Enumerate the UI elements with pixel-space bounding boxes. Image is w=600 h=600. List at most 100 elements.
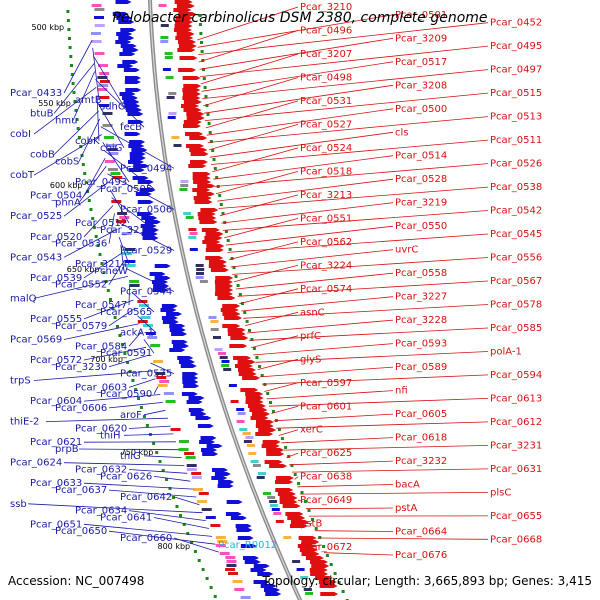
gene-label-left: Pcar_0634 (75, 506, 127, 517)
gene-label-left: Pcar_0512 (75, 218, 127, 229)
tick-dot (75, 118, 79, 121)
gene-block-left (156, 376, 167, 379)
tick-dot (280, 437, 284, 440)
leader-line-left (143, 339, 155, 354)
leader-line-right (214, 163, 489, 187)
leader-line-left (173, 537, 219, 553)
reverse-gene-glyph (177, 356, 194, 360)
reverse-gene-glyph (183, 384, 200, 388)
reverse-gene-glyph (235, 524, 252, 528)
reverse-gene-glyph (182, 380, 199, 384)
leader-line-right (206, 108, 394, 136)
tick-dot (337, 581, 341, 584)
forward-gene-glyph (189, 136, 208, 140)
leader-line-right (239, 288, 299, 305)
gene-block-right (221, 360, 230, 363)
leader-line-left (45, 417, 168, 422)
gene-block-left (232, 580, 243, 583)
forward-gene-glyph (255, 420, 274, 424)
reverse-gene-glyph (142, 228, 159, 232)
leader-line-right (199, 37, 394, 70)
gene-block-left (137, 320, 148, 323)
gene-label-left: Pcar_0520 (30, 232, 82, 243)
reverse-gene-glyph (141, 216, 158, 220)
gene-label-right: prfC (300, 331, 321, 342)
leader-line-right (297, 545, 321, 548)
forward-gene-glyph (182, 76, 201, 80)
forward-gene-glyph (230, 336, 249, 340)
tick-dot (94, 235, 98, 238)
forward-gene-glyph (174, 24, 193, 28)
gene-block-right (257, 472, 266, 475)
reverse-gene-glyph (197, 424, 214, 428)
gene-block-left (102, 124, 113, 127)
leader-line-left (63, 323, 140, 340)
reverse-gene-glyph (188, 408, 205, 412)
leader-line-left (102, 142, 130, 183)
gene-label-left: Pcar_0641 (100, 513, 152, 524)
gene-block-left (99, 96, 110, 99)
kbp-tick-label: 550 kbp (38, 99, 71, 108)
forward-gene-glyph (173, 8, 192, 12)
forward-gene-glyph (194, 200, 213, 204)
forward-gene-glyph (200, 208, 219, 212)
leader-line-right (241, 296, 394, 312)
leader-line-right (251, 335, 299, 348)
reverse-gene-glyph (200, 436, 217, 440)
gene-block-right (164, 52, 173, 55)
leader-line-right (253, 343, 394, 356)
leader-line-left (83, 205, 114, 238)
kbp-tick-label: 800 kbp (158, 542, 191, 551)
gene-block-left (191, 476, 202, 479)
reverse-gene-glyph (181, 392, 198, 396)
leader-line-right (233, 264, 299, 283)
forward-gene-glyph (220, 308, 239, 312)
leader-line-left (78, 165, 107, 203)
gene-label-right: Pcar_3213 (300, 190, 352, 201)
forward-gene-glyph (214, 280, 233, 284)
tick-dot (134, 388, 138, 391)
gene-block-left (119, 216, 130, 219)
leader-line-left (83, 523, 213, 537)
forward-gene-glyph (291, 520, 310, 524)
reverse-gene-glyph (171, 332, 188, 336)
forward-gene-glyph (197, 184, 216, 188)
tick-dot (92, 226, 96, 229)
reverse-gene-glyph (236, 528, 253, 532)
gene-label-left: Pcar_0575 (120, 369, 172, 380)
leader-line-right (281, 437, 394, 444)
gene-label-right: Pcar_0567 (490, 276, 542, 287)
gene-block-right (180, 180, 189, 183)
reverse-gene-glyph (250, 568, 267, 572)
gene-block-left (110, 172, 121, 175)
gene-label-right: Pcar_0638 (300, 472, 352, 483)
forward-gene-glyph (255, 424, 274, 428)
gene-block-left (179, 440, 189, 443)
gene-label-right: Pcar_0500 (395, 104, 447, 115)
tick-dot (198, 14, 202, 17)
kbp-tick-label: 600 kbp (50, 181, 83, 190)
gene-label-left: fecB (120, 122, 142, 133)
reverse-gene-glyph (211, 468, 228, 472)
forward-gene-glyph (266, 452, 285, 456)
reverse-gene-glyph (112, 12, 129, 16)
gene-block-left (165, 400, 176, 403)
forward-gene-glyph (179, 56, 198, 60)
gene-block-left (157, 384, 168, 387)
forward-gene-glyph (245, 400, 264, 404)
gene-label-right: Pcar_0578 (490, 300, 542, 311)
forward-gene-glyph (205, 256, 224, 260)
gene-block-right (171, 136, 180, 139)
tick-dot (111, 307, 115, 310)
leader-line-left (78, 118, 101, 162)
leader-line-left (153, 476, 191, 482)
tick-dot (74, 109, 78, 112)
forward-gene-glyph (193, 196, 212, 200)
gene-label-right: Pcar_0593 (395, 339, 447, 350)
leader-line-right (215, 171, 299, 195)
leader-line-right (198, 22, 489, 55)
tick-dot (182, 523, 186, 526)
reverse-gene-glyph (242, 556, 259, 560)
leader-line-right (261, 374, 489, 385)
tick-dot (202, 77, 206, 80)
